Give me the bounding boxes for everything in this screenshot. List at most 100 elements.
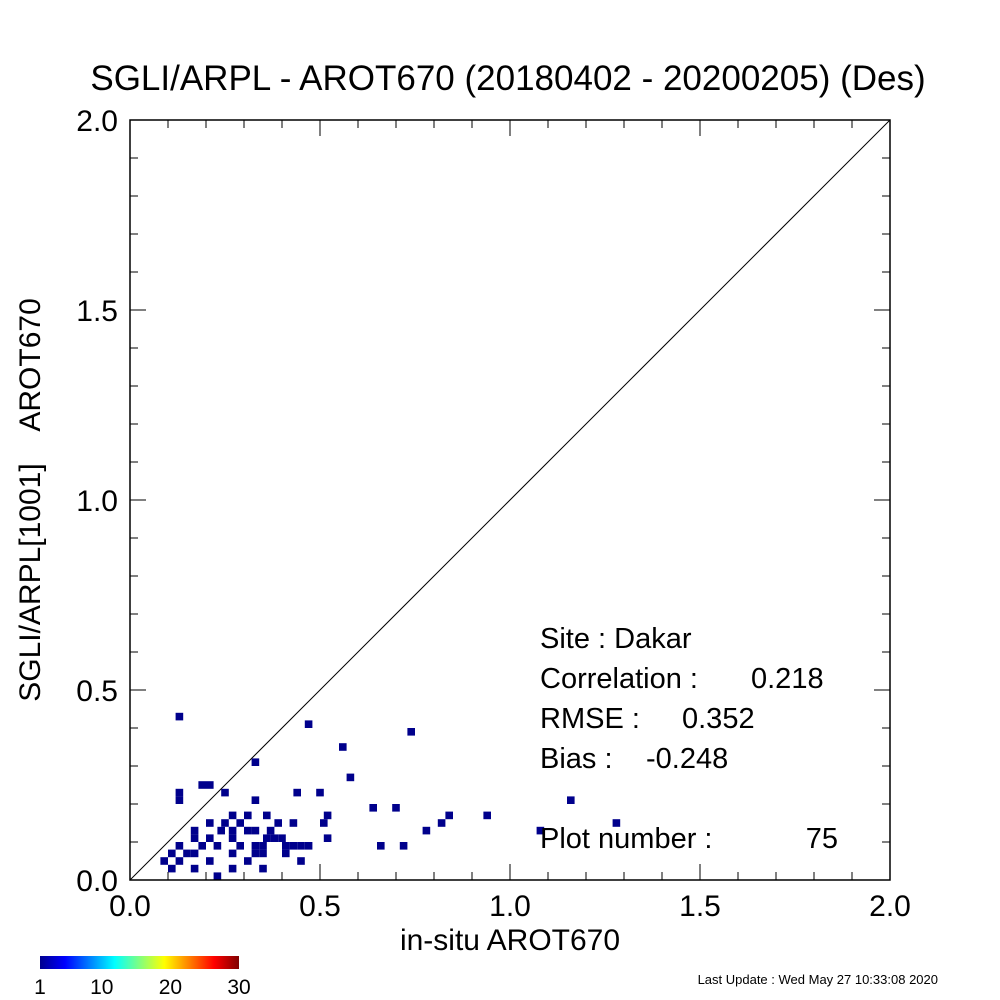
last-update: Last Update : Wed May 27 10:33:08 2020 [698,972,938,987]
data-point [323,834,332,842]
y-tick-label: 0.5 [76,675,118,708]
stats-box: Site : Dakar Correlation : 0.218 RMSE : … [540,623,838,855]
data-point [274,819,282,827]
data-point [304,720,313,728]
one-to-one-line [129,119,891,881]
data-point [198,781,206,789]
plot-number-value: 75 [806,823,838,855]
x-tick-label: 0.0 [109,890,151,923]
data-point [175,788,184,797]
colorbar-tick-label: 10 [90,976,113,999]
data-point [190,834,199,842]
x-tick-label: 1.0 [489,890,531,923]
data-point [392,804,400,812]
y-tick-label: 2.0 [76,105,118,138]
data-point [168,864,176,873]
data-point [221,788,229,797]
colorbar-tick-label: 30 [227,976,250,999]
x-axis-label: in-situ AROT670 [400,924,620,957]
data-point [236,819,244,827]
data-point [213,842,222,850]
data-point [259,864,267,873]
data-point [236,842,244,850]
data-point [282,842,290,850]
data-point [217,826,225,835]
data-point [206,781,214,789]
correlation-label: Correlation : [540,663,698,695]
data-point [289,819,298,827]
data-point [266,826,275,835]
correlation-value: 0.218 [751,663,824,695]
data-point [244,811,252,820]
data-point [228,864,237,873]
data-point [228,811,237,820]
data-point [206,834,214,842]
data-point [263,811,271,820]
data-point [289,842,298,850]
y-tick-label: 0.0 [76,865,118,898]
colorbar-tick-label: 1 [34,976,46,999]
data-point [339,743,347,751]
bias-value: -0.248 [646,743,728,775]
data-point [175,796,184,804]
x-tick-label: 2.0 [869,890,911,923]
y-tick-label: 1.5 [76,295,118,328]
data-point [190,849,199,858]
x-tick-label: 1.5 [679,890,721,923]
axis-ticks [129,119,891,881]
plot-number-label: Plot number : [540,823,712,855]
data-point [213,872,222,880]
data-point [190,826,199,835]
data-point [221,819,229,827]
data-point [259,842,267,850]
data-point [422,826,431,835]
bias-label: Bias : [540,743,613,775]
data-point [175,842,184,850]
data-point [168,849,176,858]
data-point [304,842,313,850]
data-point [160,857,168,865]
data-point [536,826,545,835]
data-points [160,712,621,880]
data-point [228,849,237,858]
rmse-label: RMSE : [540,703,640,735]
data-point [206,857,214,865]
data-point [244,857,252,865]
data-point [251,796,260,804]
data-point [263,834,271,842]
data-point [270,834,279,842]
data-point [251,758,260,766]
axis-tick-labels: 0.0 0.5 1.0 1.5 2.0 0.0 0.5 1.0 1.5 2.0 [76,105,911,923]
data-point [407,728,415,736]
data-point [175,712,184,721]
rmse-value: 0.352 [682,703,755,735]
data-point [297,857,305,865]
data-point [198,842,206,850]
data-point [369,804,377,812]
data-point [282,849,290,858]
y-tick-label: 1.0 [76,485,118,518]
data-point [483,811,491,820]
data-point [251,849,260,858]
data-point [567,796,575,804]
data-point [228,826,237,835]
data-point [445,811,453,820]
data-point [612,819,621,827]
data-point [346,773,355,782]
data-point [437,819,446,827]
data-point [323,811,332,820]
data-point [228,834,237,842]
data-point [183,849,191,858]
colorbar [40,956,239,969]
y-axis-label: SGLI/ARPL[1001] AROT670 [14,298,47,702]
colorbar-tick-labels: 1 10 20 30 [34,976,251,999]
data-point [297,842,305,850]
data-point [259,849,267,858]
data-point [244,826,252,835]
data-point [320,819,328,827]
data-point [175,857,184,865]
data-point [316,788,324,797]
data-point [251,826,260,835]
chart-title: SGLI/ARPL - AROT670 (20180402 - 20200205… [90,59,925,98]
